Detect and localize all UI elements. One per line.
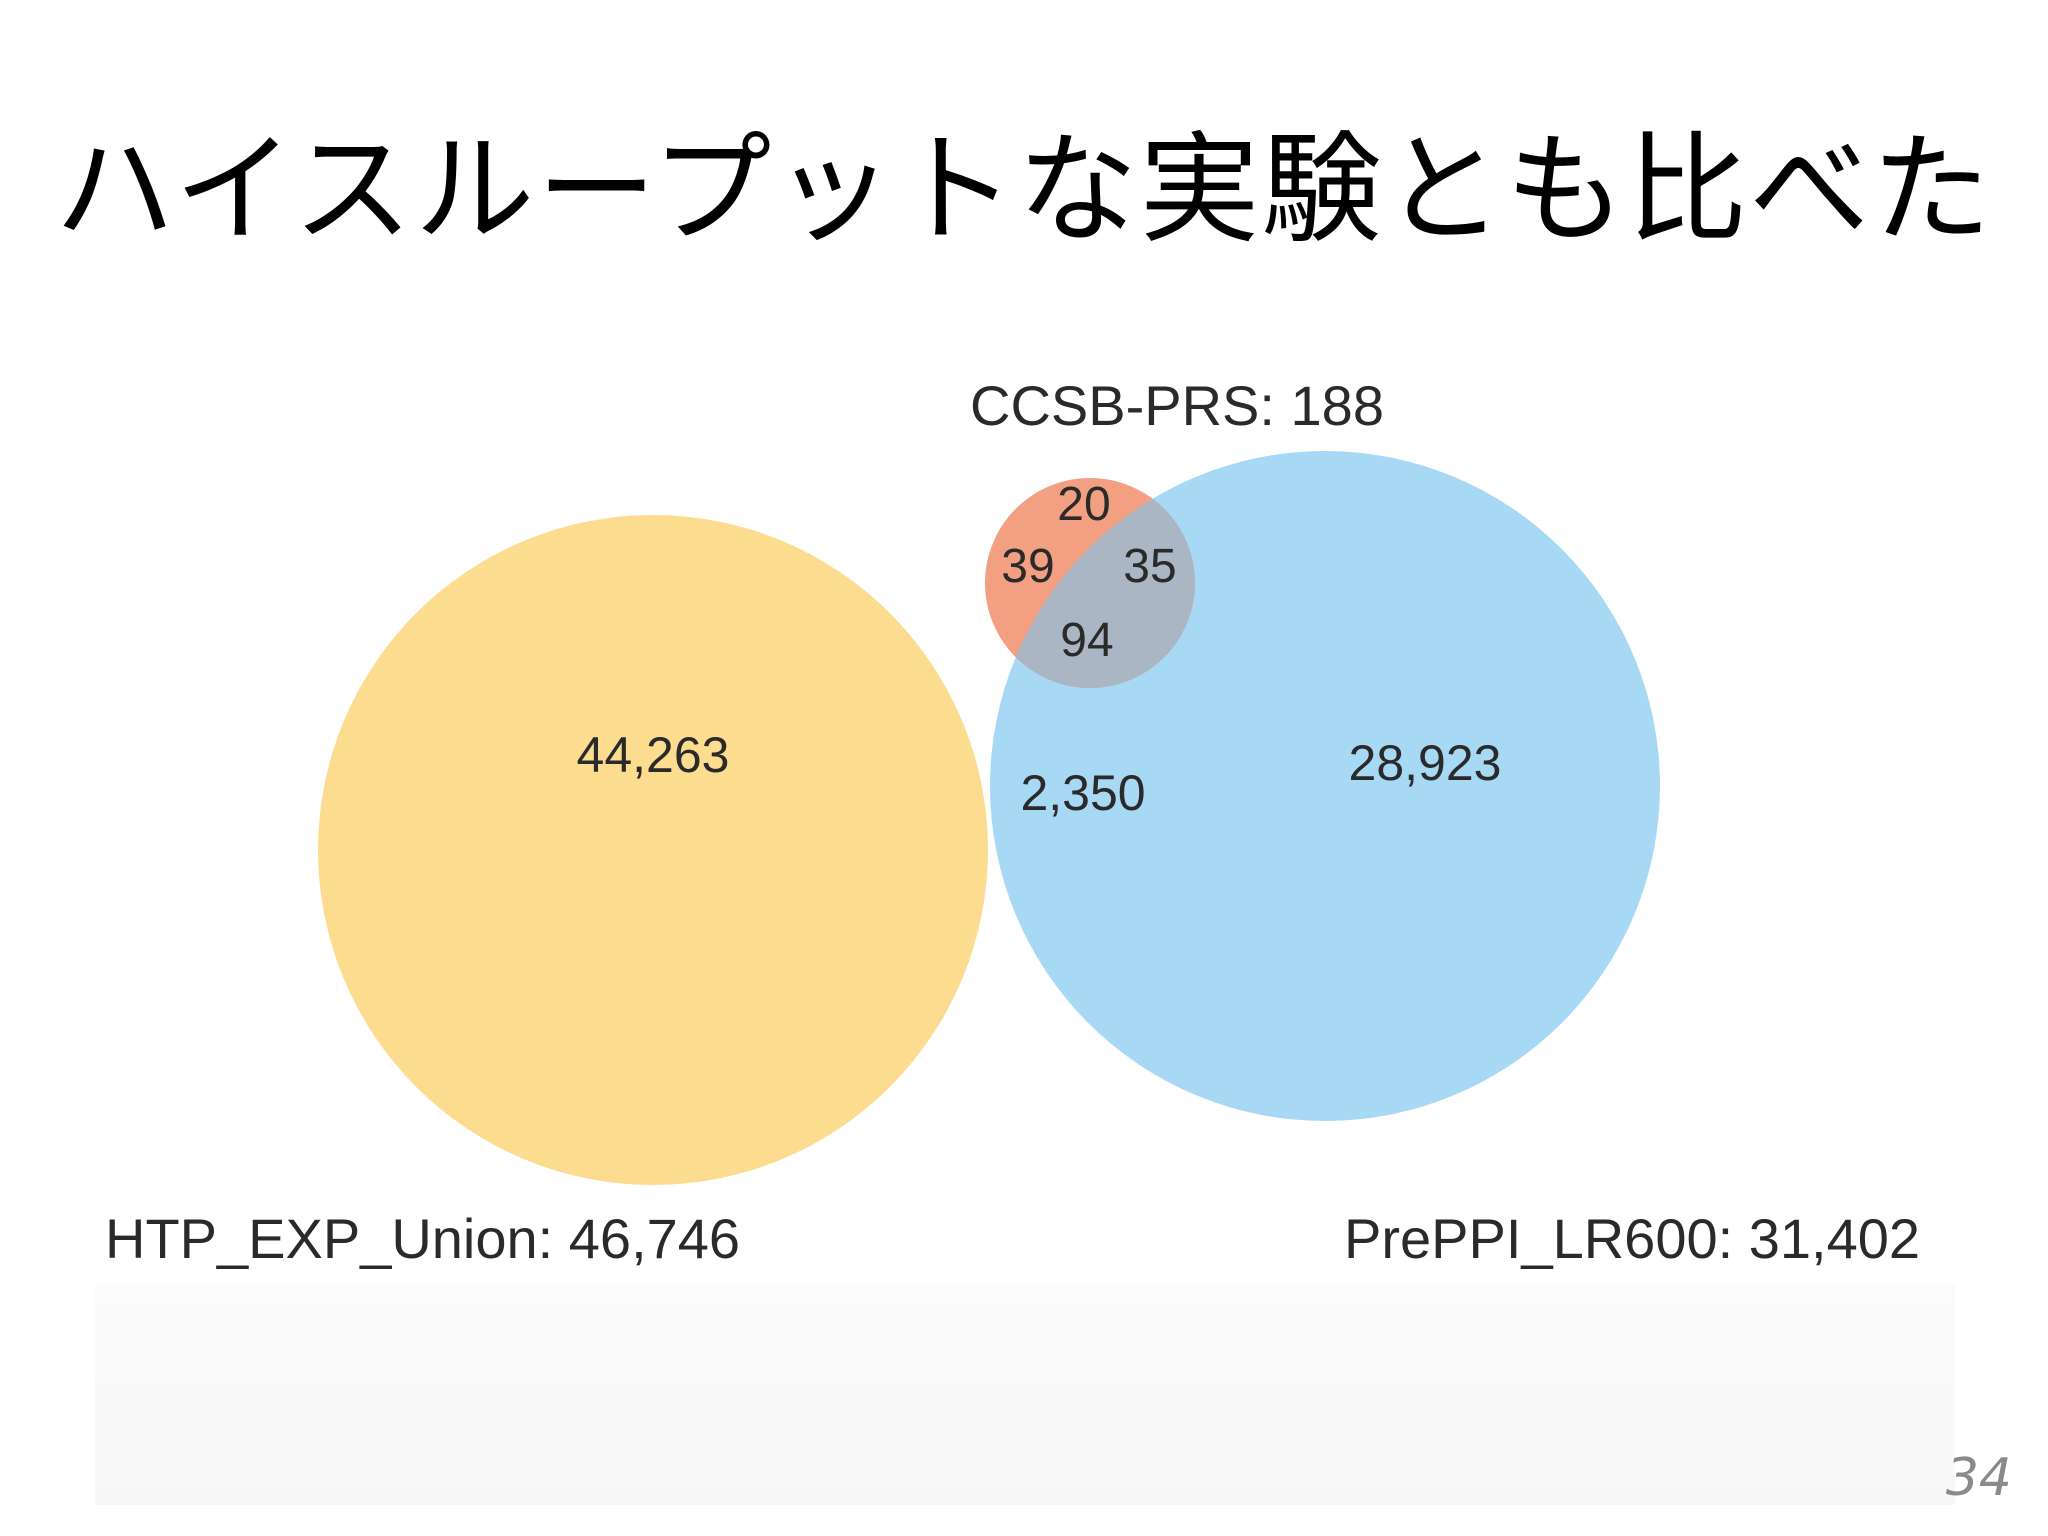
slide-title: ハイスループットな実験とも比べた [54, 121, 1994, 260]
figure-background [95, 1285, 1955, 1505]
ccsb-prs-label: CCSB-PRS: 188 [970, 374, 1384, 437]
htp-exp-union-circle [318, 515, 988, 1185]
htp-ccsb-count: 39 [1001, 540, 1054, 593]
ccsb-only-count: 20 [1057, 478, 1110, 531]
htp-only-count: 44,263 [577, 727, 730, 783]
prepi-only-count: 28,923 [1349, 735, 1502, 791]
page-number: 34 [1945, 1448, 2012, 1508]
all-three-count: 94 [1060, 614, 1113, 667]
prepi-lr600-label: PrePPI_LR600: 31,402 [1344, 1207, 1920, 1270]
htp-exp-union-label: HTP_EXP_Union: 46,746 [105, 1207, 740, 1270]
htp-prepi-count: 2,350 [1020, 765, 1145, 821]
prepi-ccsb-count: 35 [1123, 540, 1176, 593]
